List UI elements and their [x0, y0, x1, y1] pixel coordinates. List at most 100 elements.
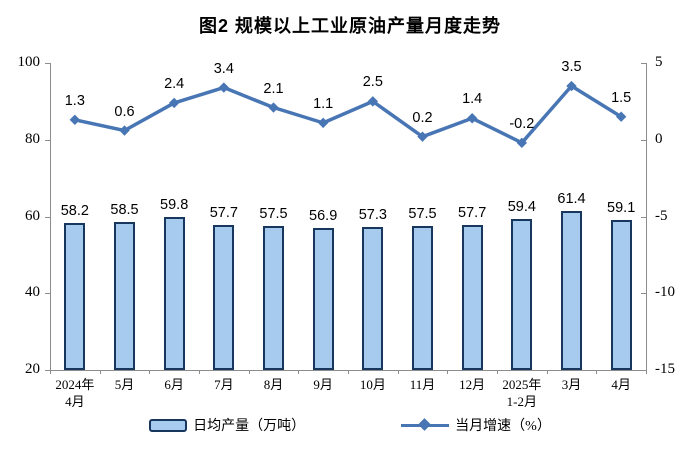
bar [312, 228, 334, 370]
x-axis-tick [397, 370, 399, 374]
x-axis-label: 8月 [263, 377, 284, 392]
line-point-label: 2.4 [164, 75, 185, 92]
x-axis-tick [348, 370, 349, 374]
x-axis-label: 3月 [561, 377, 582, 392]
y-axis-tick-left [45, 370, 50, 371]
x-axis-tick [497, 370, 498, 374]
line-point-marker-icon [466, 113, 478, 124]
line-point-marker-icon [218, 82, 230, 93]
y-axis-tick-right [641, 63, 646, 64]
line-point-label: 0.6 [114, 103, 135, 120]
bar-value-label: 59.8 [160, 197, 189, 214]
y-axis-tick-right [641, 139, 646, 141]
line-point-label: -0.2 [509, 115, 535, 132]
y-axis-tick-right [641, 216, 646, 218]
x-axis-label: 2025年 1-2月 [502, 377, 542, 409]
x-axis-tick [447, 370, 449, 374]
bar [213, 225, 235, 370]
x-axis-tick [149, 370, 151, 374]
bar-value-label: 59.4 [507, 198, 536, 215]
y-axis-tick-label-left: 40 [25, 284, 40, 301]
y-axis-tick-label-left: 100 [17, 54, 41, 70]
x-axis-label: 7月 [214, 377, 234, 392]
line-point-label: 3.4 [213, 60, 234, 77]
legend-bar-label: 日均产量（万吨） [193, 419, 306, 434]
y-axis-tick-label-left: 20 [25, 361, 40, 377]
bar [64, 223, 86, 370]
legend-item-line: 当月增速（%） [401, 415, 551, 435]
line-point-label: 3.5 [561, 59, 582, 76]
y-axis-left [50, 63, 51, 371]
y-axis-tick-label-left: 60 [25, 207, 40, 224]
x-axis-label: 10月 [359, 377, 386, 392]
line-point-marker-icon [417, 131, 428, 142]
bar [461, 225, 483, 370]
y-axis-tick-label-right: 5 [655, 54, 663, 70]
x-axis-tick [50, 370, 51, 374]
bar [362, 226, 384, 370]
bar-value-label: 57.5 [259, 206, 288, 223]
line-point-marker-icon [367, 96, 379, 107]
line-point-marker-icon [268, 102, 279, 113]
line-point-marker-icon [69, 114, 81, 125]
x-axis-label: 6月 [164, 377, 184, 392]
x-axis-label: 4月 [611, 377, 631, 392]
legend: 日均产量（万吨） 当月增速（%） [0, 415, 700, 435]
y-axis-tick-label-right: -10 [655, 284, 675, 301]
bar [610, 219, 632, 370]
line-point-marker-icon [566, 80, 577, 92]
y-axis-right [646, 63, 647, 371]
x-axis-tick [99, 370, 101, 374]
line-series-swatch-icon [401, 418, 450, 432]
line-point-label: 2.5 [362, 74, 383, 91]
x-axis-tick [298, 370, 300, 374]
x-axis-tick [646, 370, 647, 374]
bar [412, 226, 433, 370]
x-axis-label: 11月 [409, 377, 436, 392]
bar-series-swatch-icon [149, 418, 188, 432]
bar [163, 217, 185, 370]
bar-value-label: 61.4 [557, 191, 586, 208]
legend-line-label: 当月增速（%） [455, 419, 551, 434]
line-point-label: 1.4 [462, 91, 483, 108]
bar [263, 226, 284, 370]
x-axis-tick [199, 370, 200, 374]
y-axis-tick-right [641, 370, 646, 371]
y-axis-tick-label-right: -5 [655, 207, 668, 224]
line-point-marker-icon [615, 111, 627, 122]
line-point-marker-icon [516, 137, 528, 149]
line-point-marker-icon [119, 125, 130, 136]
y-axis-tick-label-right: 0 [655, 130, 663, 147]
line-point-label: 1.3 [64, 92, 85, 109]
bar-value-label: 56.9 [309, 208, 338, 225]
x-axis-label: 12月 [459, 377, 486, 392]
bar [511, 218, 533, 370]
x-axis-tick [596, 370, 598, 374]
x-axis-label: 9月 [313, 377, 333, 392]
y-axis-tick-left [45, 63, 50, 64]
y-axis-tick-label-right: -15 [655, 361, 675, 377]
line-point-marker-icon [168, 97, 180, 109]
x-axis-label: 2024年 4月 [55, 377, 95, 409]
bar [561, 211, 582, 370]
bar-value-label: 57.3 [358, 206, 387, 223]
y-axis-tick-label-left: 80 [25, 130, 40, 147]
y-axis-tick-left [45, 216, 50, 218]
bar-value-label: 57.5 [408, 206, 437, 223]
line-point-label: 1.1 [313, 95, 334, 112]
bar-value-label: 59.1 [607, 199, 636, 216]
line-point-marker-icon [317, 117, 329, 129]
y-axis-tick-right [641, 293, 646, 295]
chart-title: 图2 规模以上工业原油产量月度走势 [198, 16, 501, 36]
bar [114, 222, 135, 370]
x-axis-tick [248, 370, 250, 374]
line-point-label: 1.5 [611, 89, 632, 106]
bar-value-label: 57.7 [458, 205, 487, 222]
x-axis-label: 5月 [114, 377, 135, 392]
line-point-label: 0.2 [412, 109, 433, 126]
y-axis-tick-left [45, 293, 50, 295]
bar-value-label: 58.5 [110, 202, 139, 219]
y-axis-tick-left [45, 139, 50, 141]
